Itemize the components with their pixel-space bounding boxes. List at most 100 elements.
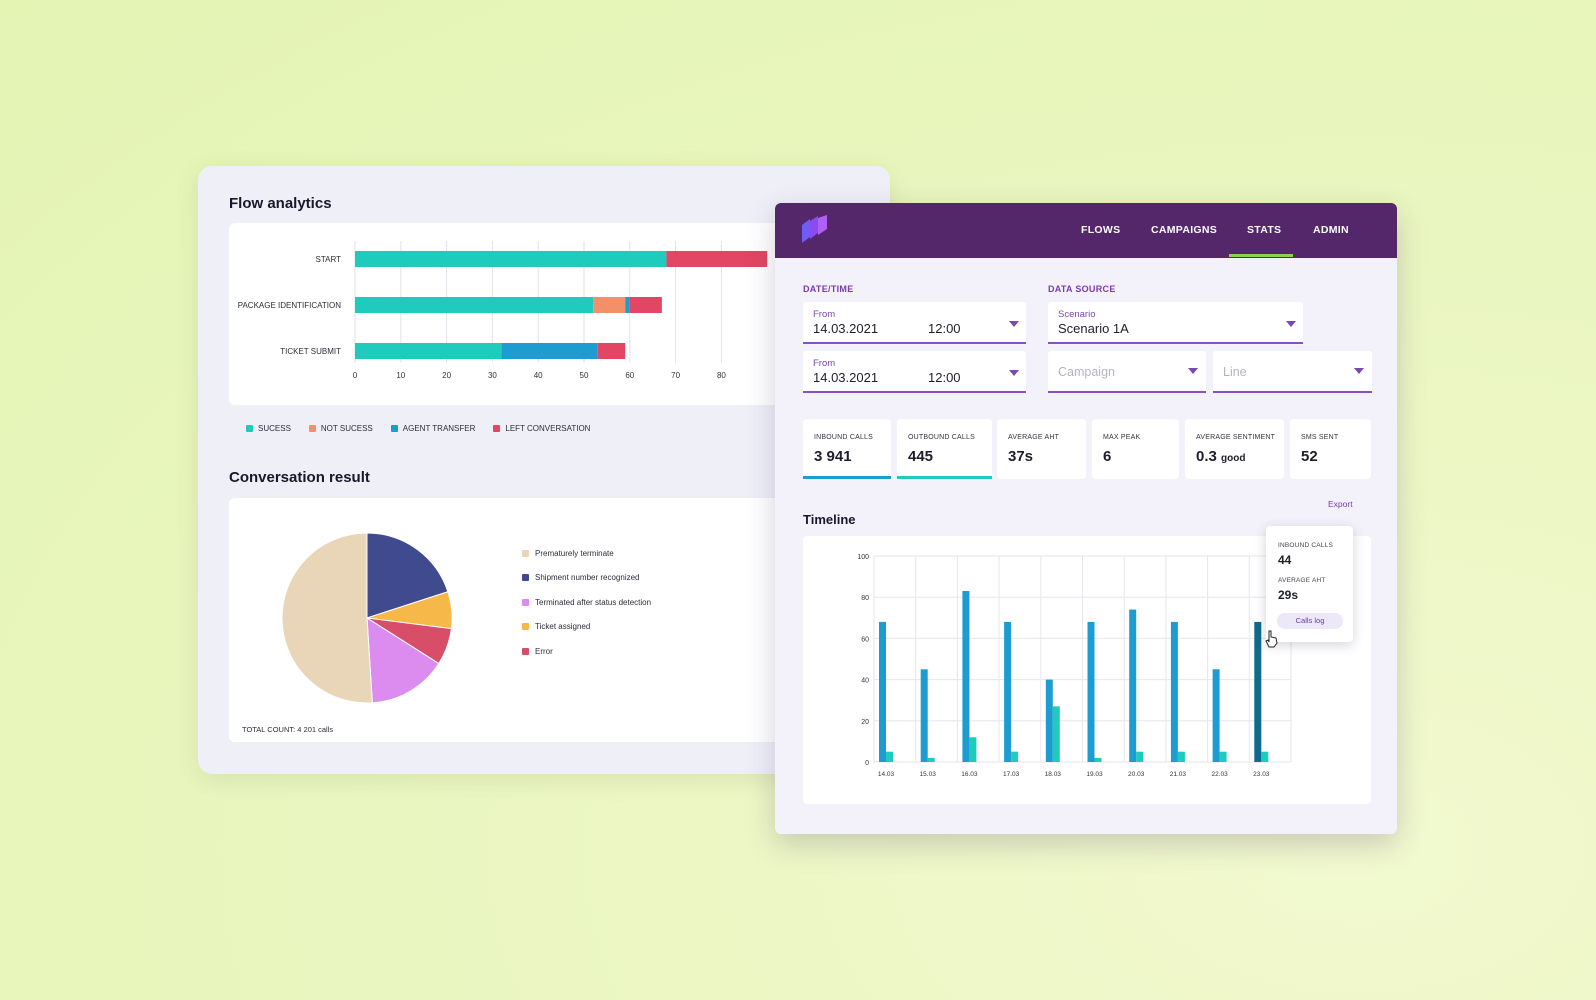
datetime-label: DATE/TIME xyxy=(803,284,854,294)
stat-average-sentiment[interactable]: AVERAGE SENTIMENT 0.3 good xyxy=(1185,419,1284,479)
inbound-bar xyxy=(962,591,970,762)
stat-outbound-calls[interactable]: OUTBOUND CALLS 445 xyxy=(897,419,992,479)
from-datetime-field-2[interactable]: From 14.03.2021 12:00 xyxy=(803,351,1026,393)
stat-max-peak[interactable]: MAX PEAK 6 xyxy=(1092,419,1179,479)
from-datetime-field-1[interactable]: From 14.03.2021 12:00 xyxy=(803,302,1026,344)
stat-sms-sent[interactable]: SMS SENT 52 xyxy=(1290,419,1371,479)
x-tick-label: 0 xyxy=(353,371,358,380)
y-tick-label: 80 xyxy=(861,595,869,602)
bar-segment xyxy=(593,297,626,313)
legend-swatch xyxy=(522,623,529,631)
x-tick-label: 17.03 xyxy=(1003,771,1020,778)
legend-item-not-success: NOT SUCESS xyxy=(308,424,373,433)
top-navigation-bar: FLOWS CAMPAIGNS STATS ADMIN xyxy=(775,203,1397,258)
outbound-bar xyxy=(1136,751,1144,762)
bar-segment xyxy=(597,343,626,359)
dropdown-caret-icon[interactable] xyxy=(1188,368,1198,374)
legend-swatch xyxy=(308,425,316,432)
timeline-chart: 0 20 40 60 80 100 14.03 15.03 16.03 17.03 18.03 19.… xyxy=(857,554,1292,778)
nav-flows[interactable]: FLOWS xyxy=(1081,224,1121,236)
active-tab-indicator xyxy=(1229,254,1293,257)
bar-segment xyxy=(666,251,768,267)
stat-value: 0.3 good xyxy=(1196,448,1246,465)
pie-legend-item: Prematurely terminate xyxy=(522,541,651,566)
timeline-title: Timeline xyxy=(803,512,856,527)
bar-segment xyxy=(625,297,630,313)
conversation-result-title: Conversation result xyxy=(229,469,370,486)
x-tick-label: 30 xyxy=(488,371,497,380)
category-label: START xyxy=(316,255,342,264)
x-tick-label: 21.03 xyxy=(1170,771,1187,778)
outbound-bar xyxy=(927,757,935,762)
stat-indicator-bar xyxy=(803,476,891,479)
inbound-bar xyxy=(1004,621,1012,762)
x-tick-label: 14.03 xyxy=(878,771,895,778)
date-value: 14.03.2021 xyxy=(813,370,879,385)
field-label: Scenario xyxy=(1058,309,1096,320)
field-label: From xyxy=(813,358,836,369)
flow-analytics-title: Flow analytics xyxy=(229,195,332,212)
nav-stats[interactable]: STATS xyxy=(1247,224,1282,236)
bar-segment xyxy=(355,343,502,359)
time-value: 12:00 xyxy=(928,370,961,385)
flow-legend: SUCESS NOT SUCESS AGENT TRANSFER LEFT CO… xyxy=(246,424,590,433)
export-link[interactable]: Export xyxy=(1328,499,1353,509)
outbound-bar xyxy=(1261,751,1269,762)
legend-swatch xyxy=(522,549,529,557)
calls-log-button[interactable]: Calls log xyxy=(1277,613,1343,629)
legend-label: Shipment number recognized xyxy=(535,573,640,583)
dropdown-caret-icon[interactable] xyxy=(1009,321,1019,327)
outbound-bar xyxy=(1094,757,1102,762)
legend-label: Terminated after status detection xyxy=(535,597,652,607)
stat-value: 3 941 xyxy=(814,448,852,465)
scenario-select[interactable]: Scenario Scenario 1A xyxy=(1048,302,1303,344)
x-tick-label: 16.03 xyxy=(961,771,978,778)
tooltip-inbound-label: INBOUND CALLS xyxy=(1278,542,1333,549)
legend-swatch xyxy=(522,647,529,655)
stat-label: MAX PEAK xyxy=(1103,434,1141,441)
legend-label: Error xyxy=(535,646,553,656)
conversation-pie-chart xyxy=(281,532,453,704)
line-select[interactable]: Line xyxy=(1213,351,1372,393)
x-tick-label: 19.03 xyxy=(1086,771,1103,778)
chart-tooltip: INBOUND CALLS 44 AVERAGE AHT 29s Calls l… xyxy=(1266,526,1353,642)
nav-admin[interactable]: ADMIN xyxy=(1313,224,1349,236)
legend-label: AGENT TRANSFER xyxy=(402,424,476,433)
outbound-bar xyxy=(1177,751,1185,762)
legend-label: NOT SUCESS xyxy=(320,424,373,433)
datasource-label: DATA SOURCE xyxy=(1048,284,1116,294)
inbound-bar xyxy=(1129,609,1137,762)
dropdown-caret-icon[interactable] xyxy=(1009,370,1019,376)
category-label: PACKAGE IDENTIFICATION xyxy=(238,301,341,310)
dropdown-caret-icon[interactable] xyxy=(1354,368,1364,374)
campaign-select[interactable]: Campaign xyxy=(1048,351,1206,393)
y-tick-label: 20 xyxy=(861,719,869,726)
stat-average-aht[interactable]: AVERAGE AHT 37s xyxy=(997,419,1086,479)
legend-swatch xyxy=(493,425,501,432)
nav-campaigns[interactable]: CAMPAIGNS xyxy=(1151,224,1218,236)
stat-label: AVERAGE AHT xyxy=(1008,434,1060,441)
legend-swatch xyxy=(522,574,529,582)
pie-slice xyxy=(366,532,449,619)
y-tick-label: 40 xyxy=(861,678,869,685)
legend-label: SUCESS xyxy=(258,424,291,433)
dropdown-caret-icon[interactable] xyxy=(1286,321,1296,327)
brand-logo-icon[interactable] xyxy=(800,215,830,245)
field-label: From xyxy=(813,309,836,320)
stat-value: 37s xyxy=(1008,448,1034,465)
y-tick-label: 100 xyxy=(857,554,869,561)
outbound-bar xyxy=(1219,751,1227,762)
legend-label: Ticket assigned xyxy=(535,622,591,632)
stats-dashboard: FLOWS CAMPAIGNS STATS ADMIN DATE/TIME DA… xyxy=(775,203,1397,834)
x-tick-label: 22.03 xyxy=(1211,771,1228,778)
tooltip-aht-value: 29s xyxy=(1278,588,1299,602)
inbound-bar xyxy=(879,621,886,762)
time-value: 12:00 xyxy=(928,321,961,336)
outbound-bar xyxy=(1011,751,1019,762)
tooltip-aht-label: AVERAGE AHT xyxy=(1278,577,1326,584)
stat-inbound-calls[interactable]: INBOUND CALLS 3 941 xyxy=(803,419,891,479)
y-tick-label: 0 xyxy=(865,760,869,767)
campaign-placeholder: Campaign xyxy=(1058,365,1115,379)
pie-legend-item: Error xyxy=(522,639,651,664)
pie-legend-item: Shipment number recognized xyxy=(522,566,651,591)
